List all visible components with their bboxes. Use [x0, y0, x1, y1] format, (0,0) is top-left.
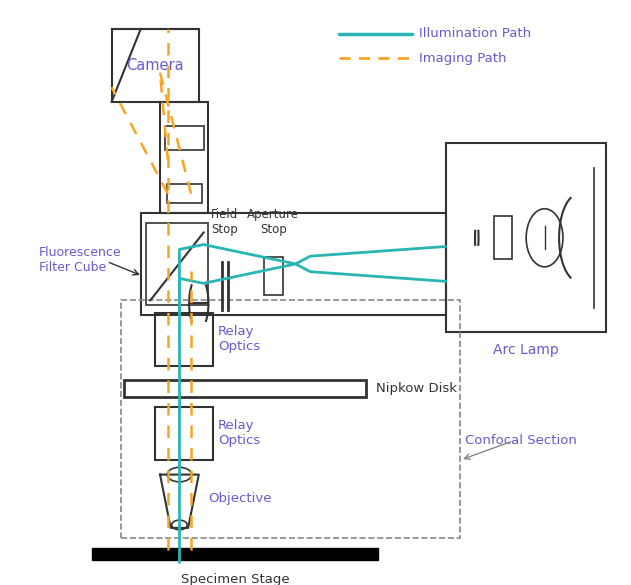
- Text: Relay
Optics: Relay Optics: [218, 419, 261, 448]
- Text: Nipkow Disk: Nipkow Disk: [376, 382, 457, 395]
- Bar: [141, 213, 445, 315]
- Text: Relay
Optics: Relay Optics: [218, 325, 261, 353]
- Bar: [155, 407, 213, 460]
- Text: Camera: Camera: [126, 58, 184, 73]
- Bar: [494, 216, 512, 259]
- Text: Field
Stop: Field Stop: [211, 208, 239, 236]
- Text: Objective: Objective: [208, 493, 272, 505]
- Bar: [264, 257, 283, 295]
- Text: Imaging Path: Imaging Path: [418, 51, 506, 64]
- Bar: [121, 300, 460, 538]
- Text: Illumination Path: Illumination Path: [418, 27, 531, 40]
- Bar: [165, 126, 204, 150]
- Text: Specimen Stage: Specimen Stage: [181, 573, 290, 585]
- Bar: [124, 380, 367, 397]
- Text: Aperture
Stop: Aperture Stop: [247, 208, 299, 236]
- Bar: [445, 143, 606, 332]
- Bar: [112, 29, 199, 102]
- Text: Fluorescence
Filter Cube: Fluorescence Filter Cube: [39, 246, 122, 274]
- Bar: [160, 102, 208, 213]
- Bar: [92, 548, 378, 560]
- Bar: [167, 184, 202, 204]
- Bar: [146, 223, 208, 305]
- Bar: [155, 313, 213, 366]
- Text: Arc Lamp: Arc Lamp: [493, 343, 558, 357]
- Text: Confocal Section: Confocal Section: [465, 434, 577, 447]
